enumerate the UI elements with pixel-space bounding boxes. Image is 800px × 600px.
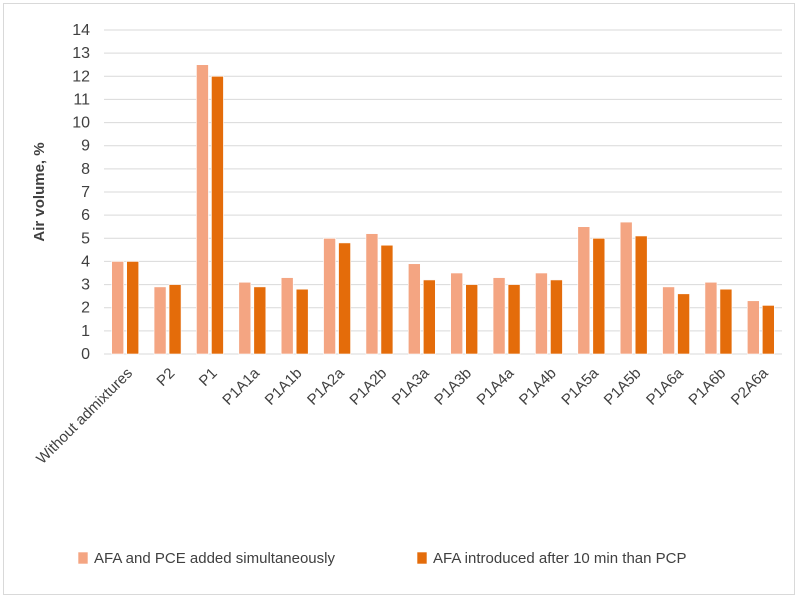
bar-series-1-p1a2a [323,237,336,355]
bar-series-1-without-admixtures [111,261,124,355]
bar-series-2-p1a3b [465,284,478,355]
x-category-label: P2 [153,365,178,390]
y-tick-label: 7 [81,184,90,201]
bar-series-2-p1a5a [592,237,606,355]
legend: AFA and PCE added simultaneously AFA intr… [77,550,686,567]
legend-label: AFA and PCE added simultaneously [94,550,335,567]
y-tick-label: 8 [81,161,90,178]
bar-series-2-p1a5b [634,235,648,355]
y-tick-label: 5 [81,230,90,247]
x-category-label: P1A2a [304,364,348,408]
bar-series-2-p1a1a [253,286,267,355]
x-category-label: P1A3a [389,364,433,408]
bar-series-2-without-admixtures [126,261,139,355]
bar-series-1-p1a4a [492,277,506,355]
legend-label: AFA introduced after 10 min than PCP [433,550,686,567]
bar-series-2-p1a4a [507,284,521,355]
bar-series-1-p1 [196,64,209,355]
bar-series-2-p1a3a [423,279,436,355]
bar-series-1-p1a4b [535,272,548,355]
y-tick-label: 14 [72,22,90,39]
x-category-label: Without admixtures [33,365,136,468]
bar-series-1-p1a6a [662,286,675,355]
y-tick-label: 11 [73,91,90,108]
x-category-label: P1A5b [601,365,645,409]
bar-series-2-p1a2a [338,242,351,355]
bar-series-1-p2 [153,286,167,355]
bar-series-1-p1a1b [280,277,294,355]
y-tick-label: 9 [81,138,90,155]
y-tick-label: 1 [81,323,90,340]
x-category-label: P1A1b [262,365,306,409]
x-category-label: P1 [196,365,221,390]
bar-series-2-p1a1b [295,288,309,355]
x-category-label: P2A6a [728,364,772,408]
y-tick-label: 6 [81,207,90,224]
bars [111,64,775,355]
y-tick-label: 0 [81,346,90,363]
bar-series-2-p1a2b [380,244,394,355]
y-tick-label: 13 [72,45,90,62]
bar-series-2-p1a4b [550,279,563,355]
y-axis-title: Air volume, % [31,142,48,241]
x-category-label: P1A6b [685,365,729,409]
legend-swatch [416,551,428,565]
bar-series-1-p1a5b [619,221,633,355]
x-category-label: P1A2b [346,365,390,409]
bar-series-2-p1 [211,75,224,355]
x-category-label: P1A5a [558,364,602,408]
y-tick-label: 10 [72,115,90,132]
legend-swatch [77,551,89,565]
bar-series-2-p1a6b [719,288,733,355]
bar-series-1-p2a6a [747,300,760,355]
x-category-label: P1A6a [643,364,687,408]
bar-series-2-p2 [168,284,182,355]
y-tick-label: 3 [81,277,90,294]
bar-series-1-p1a6b [704,281,718,355]
y-tick-label: 12 [72,68,90,85]
bar-series-1-p1a2b [365,233,379,355]
chart-frame: 0 1 2 3 4 5 6 7 8 9 10 11 12 13 14 Without admixtures P… [3,3,795,595]
x-category-label: P1A1a [219,364,263,408]
bar-series-1-p1a5a [577,226,591,355]
bar-series-1-p1a3b [450,272,463,355]
bar-series-2-p1a6a [677,293,690,355]
x-category-label: P1A4b [516,365,560,409]
x-category-label: P1A4a [474,364,518,408]
y-tick-label: 2 [81,300,90,317]
y-tick-label: 4 [81,253,90,270]
bar-series-1-p1a3a [408,263,421,355]
bar-series-2-p2a6a [762,305,775,355]
x-category-label: P1A3b [431,365,475,409]
x-category-labels: Without admixtures P2 P1P1A1aP1A1bP1A2aP1A… [33,364,772,467]
bar-series-1-p1a1a [238,281,252,355]
